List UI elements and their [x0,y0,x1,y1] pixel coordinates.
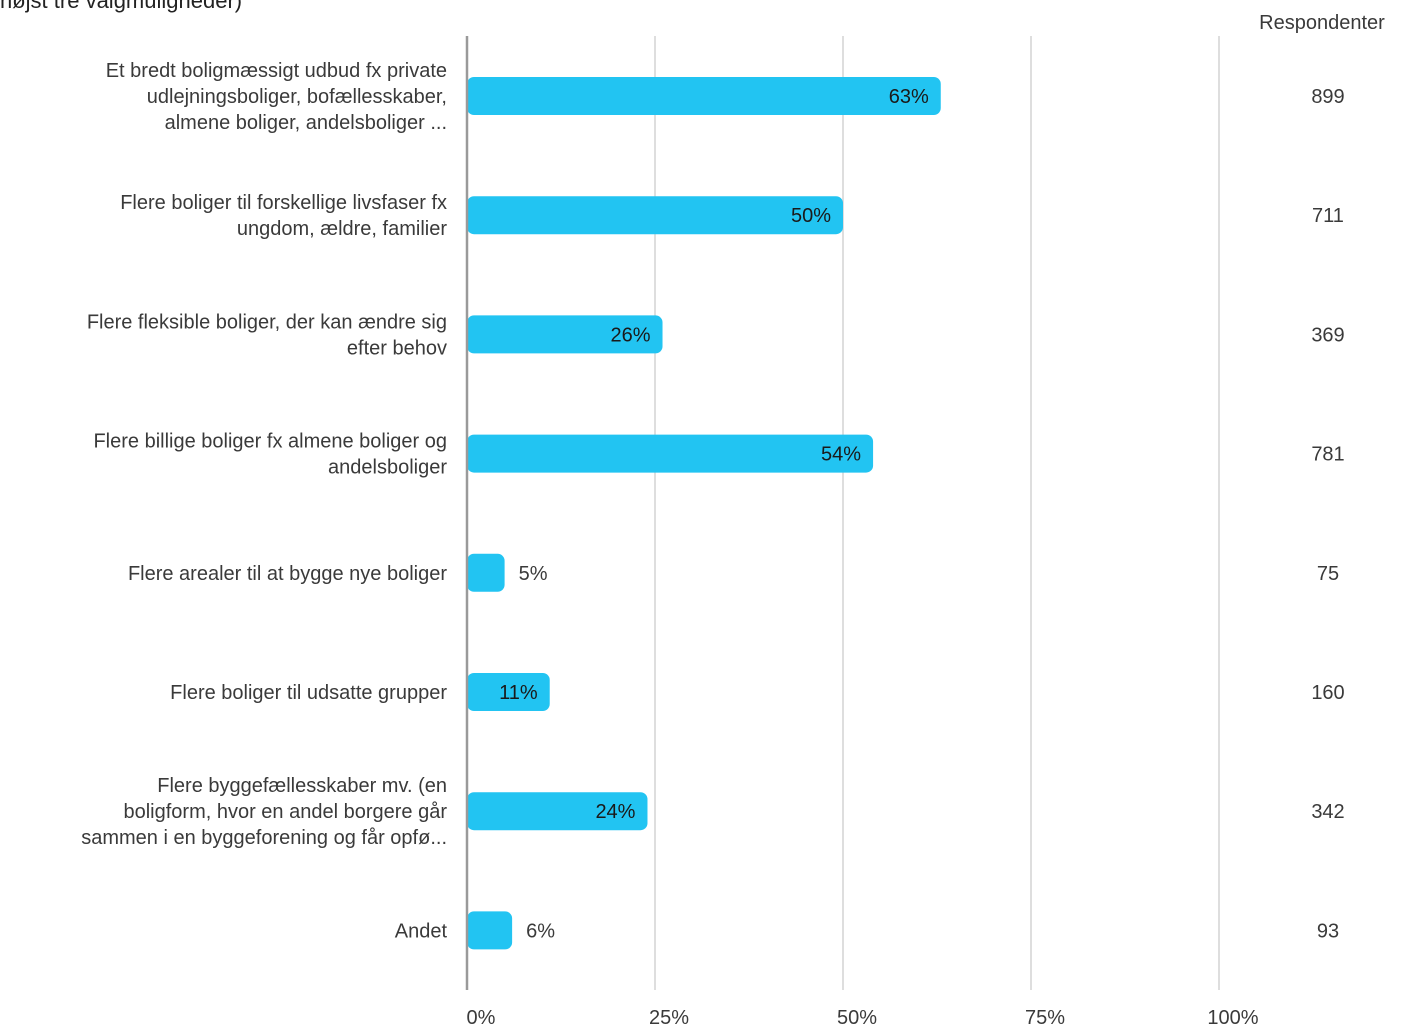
category-label: ungdom, ældre, familier [237,218,447,240]
bar [467,77,941,115]
value-label: 26% [610,324,650,346]
respondent-count: 781 [1311,444,1344,466]
value-labels: 63% 50% 26% 54% 5% 11% 24% 6% [499,86,929,942]
category-label: boligform, hvor en andel borgere går [123,801,447,823]
value-label: 54% [821,444,861,466]
bar [467,911,513,950]
bar [467,673,550,711]
category-label: Flere byggefællesskaber mv. (en [157,775,447,797]
bar [467,792,648,831]
value-label: 50% [791,205,831,227]
value-label: 5% [519,563,548,585]
category-label: udlejningsboliger, bofællesskaber, [147,86,447,108]
category-label: Flere boliger til udsatte grupper [170,682,447,704]
value-label: 6% [526,920,555,942]
value-label: 63% [889,86,929,108]
respondent-count: 93 [1317,920,1339,942]
x-tick-label: 25% [649,1007,689,1026]
value-label: 24% [595,801,635,823]
respondent-count: 899 [1311,86,1344,108]
category-label: Flere fleksible boliger, der kan ændre s… [87,311,447,333]
category-label: Flere boliger til forskellige livsfaser … [120,192,447,214]
respondent-count: 75 [1317,563,1339,585]
x-tick-label: 0% [467,1007,496,1026]
bar [467,315,663,354]
respondent-count: 369 [1311,324,1344,346]
chart-title: højst tre valgmuligheder) [0,0,243,13]
category-label: Flere billige boliger fx almene boliger … [93,431,447,453]
bar [467,553,505,592]
x-tick-label: 100% [1207,1007,1258,1026]
category-labels: Et bredt boligmæssigt udbud fx private ud… [81,60,447,942]
category-label: sammen i en byggeforening og får opfø... [81,827,447,849]
bar [467,196,843,235]
x-axis-ticks: 0% 25% 50% 75% 100% [467,1007,1259,1026]
bar [467,434,874,473]
category-label: Andet [395,920,448,942]
category-label: andelsboliger [328,457,447,479]
respondent-counts: Respondenter 899 711 369 781 75 160 342 93 [1259,12,1385,942]
gridlines [654,36,1220,990]
category-label: almene boliger, andelsboliger ... [165,112,447,134]
respondent-count: 342 [1311,801,1344,823]
respondent-count: 711 [1312,205,1344,227]
category-label: Flere arealer til at bygge nye boliger [128,563,447,585]
x-tick-label: 75% [1025,1007,1065,1026]
category-label: efter behov [347,337,447,359]
respondent-count: 160 [1311,682,1344,704]
bars [467,77,941,950]
x-tick-label: 50% [837,1007,877,1026]
value-label: 11% [499,682,538,704]
respondents-header: Respondenter [1259,12,1385,34]
category-label: Et bredt boligmæssigt udbud fx private [106,60,447,82]
